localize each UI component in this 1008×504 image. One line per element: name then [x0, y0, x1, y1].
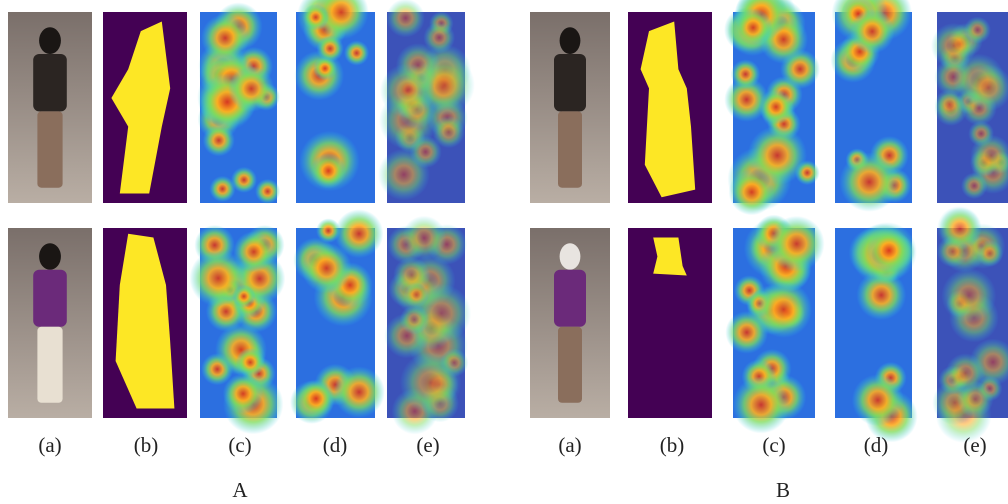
heatmap-blob — [302, 4, 329, 31]
column-label: (b) — [660, 433, 685, 457]
heatmap-blob — [850, 9, 895, 54]
heatmap-blob — [404, 282, 429, 307]
group-label: A — [232, 478, 248, 502]
heatmap-blob — [755, 281, 812, 338]
heatmap-blob — [311, 153, 347, 189]
heatmap-blob — [255, 179, 280, 204]
photo-torso — [554, 54, 586, 111]
heatmap-blob — [400, 352, 462, 414]
column-label: (e) — [963, 433, 986, 457]
heatmap-blob — [769, 216, 825, 272]
photo-legs — [558, 111, 582, 187]
heatmap-blob — [423, 22, 455, 54]
heatmap-blob — [867, 228, 912, 273]
heatmap-blob — [333, 366, 384, 417]
photo-head — [39, 243, 61, 270]
heatmap-blob — [209, 176, 235, 202]
heatmap-blob — [946, 353, 986, 393]
heatmap-blob — [297, 379, 335, 417]
heatmap-blob — [313, 56, 337, 80]
photo-legs — [37, 327, 62, 403]
heatmap-blob — [344, 40, 369, 65]
photo-torso — [554, 270, 586, 327]
column-label: (e) — [416, 433, 439, 457]
heatmap-blob — [190, 249, 248, 307]
heatmap-blob — [852, 374, 904, 426]
heatmap-blob — [236, 348, 265, 377]
heatmap-blob — [941, 268, 996, 323]
column-label: (d) — [864, 433, 889, 457]
heatmap-blob — [964, 17, 991, 44]
column-label: (a) — [558, 433, 581, 457]
heatmap-blob — [386, 0, 425, 37]
photo-head — [560, 27, 581, 54]
heatmap-blob — [301, 243, 351, 293]
column-label: (c) — [228, 433, 251, 457]
column-label: (b) — [134, 433, 159, 457]
heatmap-blob — [380, 63, 435, 118]
heatmap-blob — [400, 305, 430, 335]
photo-legs — [37, 111, 62, 187]
column-label: (a) — [38, 433, 61, 457]
heatmap-blob — [432, 116, 464, 148]
heatmap-blob — [201, 14, 249, 62]
figure: (a) (b) (c) (d) (e) A (a) (b) (c) (d) (e) B — [0, 0, 1008, 504]
heatmap-blob — [732, 376, 789, 433]
heatmap-blob — [223, 373, 264, 414]
photo-torso — [33, 54, 67, 111]
group-label: B — [776, 478, 790, 502]
heatmap-blob — [734, 8, 773, 47]
heatmap-blob — [316, 218, 341, 243]
heatmap-blob — [729, 169, 775, 215]
heatmap-blob — [839, 152, 899, 212]
photo-legs — [558, 327, 582, 403]
heatmap-blob — [731, 59, 761, 89]
heatmap-blob — [939, 208, 981, 250]
heatmap-blob — [402, 216, 446, 260]
heatmap-blob — [758, 89, 793, 124]
photo-head — [560, 243, 581, 270]
column-label: (c) — [762, 433, 785, 457]
column-label: (d) — [323, 433, 348, 457]
heatmap-blob — [228, 66, 274, 112]
photo-torso — [33, 270, 67, 327]
photo-head — [39, 27, 61, 54]
